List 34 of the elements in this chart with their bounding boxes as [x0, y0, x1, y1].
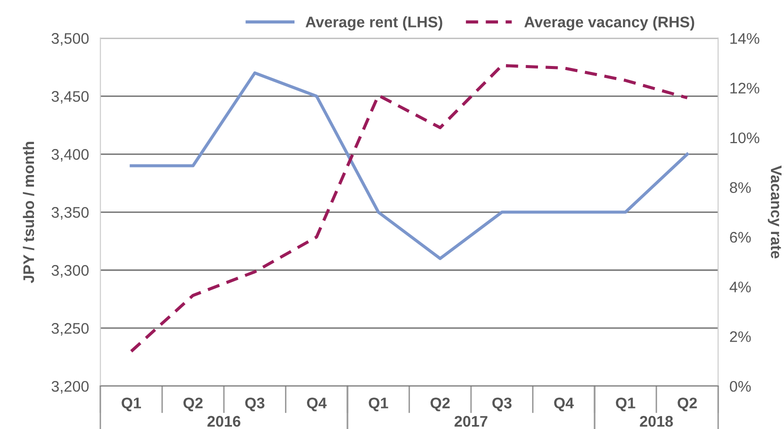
y-tick-label: 3,300	[52, 264, 89, 278]
x-tick-label: Q2	[183, 398, 203, 412]
y2-tick-label: 6%	[730, 232, 751, 243]
y2-axis-title: Vacancy rate	[768, 166, 782, 258]
x-tick-label: Q4	[307, 398, 327, 412]
y2-tick-label: 8%	[730, 182, 751, 193]
y2-tick-label: 14%	[730, 33, 760, 44]
x-tick-label: Q2	[430, 398, 450, 412]
y-tick-label: 3,250	[52, 322, 89, 336]
y-tick-label: 3,500	[52, 33, 89, 46]
text: 2018	[640, 416, 673, 427]
x-tick-label: Q1	[616, 398, 636, 412]
y2-tick-label: 10%	[730, 132, 760, 144]
line-series	[130, 71, 689, 260]
x-tick-label: Q1	[368, 398, 388, 412]
x-tick-label: Q4	[554, 398, 574, 412]
y2-tick-label: 12%	[730, 82, 760, 94]
x-tick-label: Q1	[122, 398, 142, 412]
y2-tick-label: 2%	[730, 331, 751, 342]
y-axis-title: JPY / tsubo / month	[22, 142, 34, 284]
y-tick-label: 3,400	[52, 149, 89, 162]
y2-tick-label: 0%	[730, 380, 751, 392]
text: 2017	[454, 416, 488, 427]
x-tick-label: Q3	[245, 398, 264, 412]
line-series	[130, 64, 689, 353]
x-tick-label: Q3	[492, 398, 512, 412]
x-tick-label: Q2	[678, 398, 697, 412]
y-tick-label: 3,350	[52, 207, 89, 220]
y-tick-label: 3,450	[52, 91, 89, 104]
y2-tick-label: 4%	[730, 282, 751, 292]
legend-label: Average vacancy (RHS)	[524, 16, 694, 31]
text: 2016	[207, 416, 240, 427]
legend-label: Average rent (LHS)	[306, 16, 442, 31]
y-tick-label: 3,200	[52, 380, 89, 394]
